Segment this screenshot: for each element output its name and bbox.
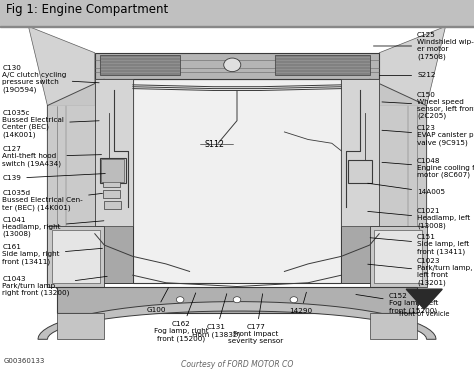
Text: C1043
Park/turn lamp,
right front (13200): C1043 Park/turn lamp, right front (13200… [2,276,107,296]
Text: Courtesy of FORD MOTOR CO: Courtesy of FORD MOTOR CO [181,360,293,369]
Circle shape [233,297,241,303]
Polygon shape [95,53,379,79]
Polygon shape [370,226,427,287]
Polygon shape [100,55,180,75]
Polygon shape [406,289,442,309]
Polygon shape [52,230,100,283]
Text: C123
EVAP canister purge
valve (9C915): C123 EVAP canister purge valve (9C915) [382,126,474,146]
Text: S112: S112 [205,139,225,149]
Polygon shape [38,302,436,339]
Text: C152
Fog lamp, left
front (15200): C152 Fog lamp, left front (15200) [356,293,438,314]
Polygon shape [374,230,422,283]
Text: C1041
Headlamp, right
(13008): C1041 Headlamp, right (13008) [2,217,104,237]
Text: C131
Horn (13832): C131 Horn (13832) [192,294,240,338]
Text: C1048
Engine cooling fan
motor (8C607): C1048 Engine cooling fan motor (8C607) [382,158,474,178]
Text: Fig 1: Engine Compartment: Fig 1: Engine Compartment [6,3,168,16]
Text: C1021
Headlamp, left
(13008): C1021 Headlamp, left (13008) [368,208,470,229]
Polygon shape [341,79,379,226]
Text: G100: G100 [146,288,168,313]
Text: C151
Side lamp, left
front (13411): C151 Side lamp, left front (13411) [370,234,469,254]
Polygon shape [57,313,104,339]
Text: G00360133: G00360133 [4,358,45,364]
Polygon shape [370,79,427,283]
Text: C161
Side lamp, right
front (13411): C161 Side lamp, right front (13411) [2,244,102,265]
Circle shape [224,58,241,72]
Polygon shape [275,55,370,75]
Polygon shape [47,226,104,287]
Text: C1035c
Bussed Electrical
Center (BEC)
(14K001): C1035c Bussed Electrical Center (BEC) (1… [2,110,99,138]
Polygon shape [370,313,417,339]
Text: C139: C139 [2,173,105,181]
Polygon shape [379,26,446,106]
Text: C127
Anti-theft hood
switch (19A434): C127 Anti-theft hood switch (19A434) [2,146,101,167]
Circle shape [290,297,298,303]
Circle shape [176,297,184,303]
Polygon shape [133,79,341,283]
Text: 14290: 14290 [290,292,312,314]
Polygon shape [103,178,120,187]
Polygon shape [47,79,104,283]
Polygon shape [341,79,379,283]
Polygon shape [95,79,133,226]
Text: C162
Fog lamp, right
front (15200): C162 Fog lamp, right front (15200) [154,293,209,342]
Polygon shape [100,158,126,183]
Polygon shape [101,159,124,182]
Polygon shape [28,26,95,106]
Polygon shape [103,190,120,198]
Text: front of vehicle: front of vehicle [399,311,449,317]
Text: 14A005: 14A005 [368,183,445,195]
Text: C130
A/C clutch cycling
pressure switch
(19O594): C130 A/C clutch cycling pressure switch … [2,66,99,93]
Polygon shape [104,201,121,209]
Text: C1023
Park/turn lamp,
left front
(13201): C1023 Park/turn lamp, left front (13201) [368,259,473,286]
Text: C150
Wheel speed
sensor, left front
(2C205): C150 Wheel speed sensor, left front (2C2… [382,92,474,119]
Text: C177
Front impact
severity sensor: C177 Front impact severity sensor [228,294,283,344]
Text: C1035d
Bussed Electrical Cen-
ter (BEC) (14K001): C1035d Bussed Electrical Cen- ter (BEC) … [2,190,102,211]
Polygon shape [57,287,417,313]
Polygon shape [348,160,372,183]
Polygon shape [95,79,133,283]
Text: C125
Windshield wip-
er motor
(17508): C125 Windshield wip- er motor (17508) [374,32,474,60]
Text: S212: S212 [380,72,436,78]
